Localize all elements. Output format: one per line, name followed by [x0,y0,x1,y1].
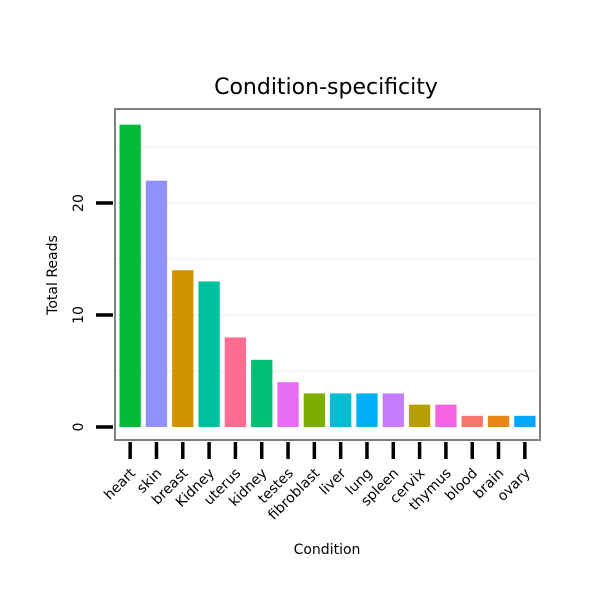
y-tick-label: 10 [71,306,87,324]
bar-lung [356,393,378,427]
y-tick-label: 20 [71,194,87,212]
bar-kidney [251,359,273,427]
plot-frame [114,108,541,441]
bar-breast [172,270,194,427]
bar-skin [145,180,168,427]
bar-spleen [382,393,404,427]
bar-testes [277,382,299,427]
bar-ovary [514,415,536,427]
bar-cervix [408,404,431,427]
bars [119,124,536,427]
bar-uterus [224,337,247,427]
bar-brain [487,415,510,427]
bar-kidney [198,281,220,427]
x-axis-label: Condition [294,542,361,558]
y-axis-label: Total Reads [45,235,61,316]
chart-title: Condition-specificity [214,75,438,100]
y-tick-label: 0 [71,423,87,432]
bar-blood [461,415,483,427]
bar-fibroblast [303,393,325,427]
bar-liver [330,393,352,427]
y-axis: 0 10 20 [71,194,113,431]
bar-heart [119,124,141,427]
bar-thymus [435,404,457,427]
